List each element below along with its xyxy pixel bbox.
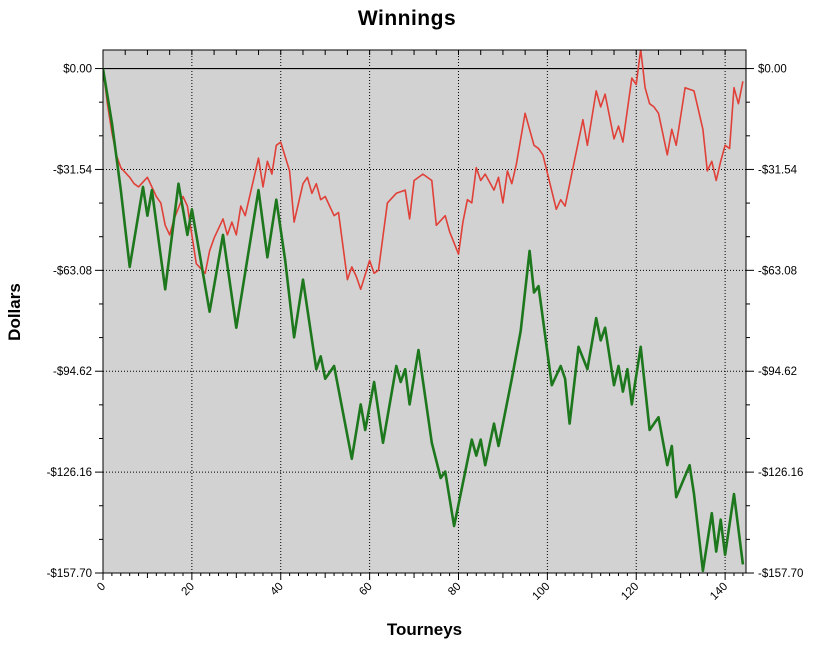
series-red-line	[103, 50, 744, 291]
series-green-line	[103, 68, 745, 573]
y-tick-label-right: -$94.62	[758, 366, 797, 378]
y-tick-label-left: -$126.16	[47, 467, 92, 479]
y-tick-label-right: -$126.16	[758, 467, 803, 479]
y-tick-label-right: -$31.54	[758, 164, 798, 176]
x-tick-label: 100	[530, 581, 552, 603]
x-tick-label: 120	[619, 581, 641, 603]
y-tick-label-left: -$94.62	[53, 366, 92, 378]
y-tick-label-right: $0.00	[758, 64, 787, 76]
chart-title: Winnings	[357, 7, 457, 30]
y-tick-label-right: -$157.70	[758, 568, 803, 580]
x-tick-label: 60	[357, 581, 375, 599]
y-tick-label-left: -$31.54	[53, 164, 93, 176]
plot-border	[102, 49, 747, 574]
y-tick-label-left: $0.00	[63, 64, 92, 76]
y-axis-title: Dollars	[5, 283, 24, 341]
y-tick-label-right: -$63.08	[758, 265, 797, 277]
x-tick-label: 20	[179, 581, 197, 599]
y-tick-label-left: -$157.70	[47, 568, 92, 580]
plot-background	[103, 50, 746, 573]
x-tick-label: 40	[268, 581, 286, 599]
y-tick-label-left: -$63.08	[53, 265, 92, 277]
x-tick-label: 0	[95, 581, 108, 594]
x-axis-title: Tourneys	[386, 620, 463, 639]
x-tick-label: 140	[708, 581, 730, 603]
x-tick-label: 80	[446, 581, 464, 599]
